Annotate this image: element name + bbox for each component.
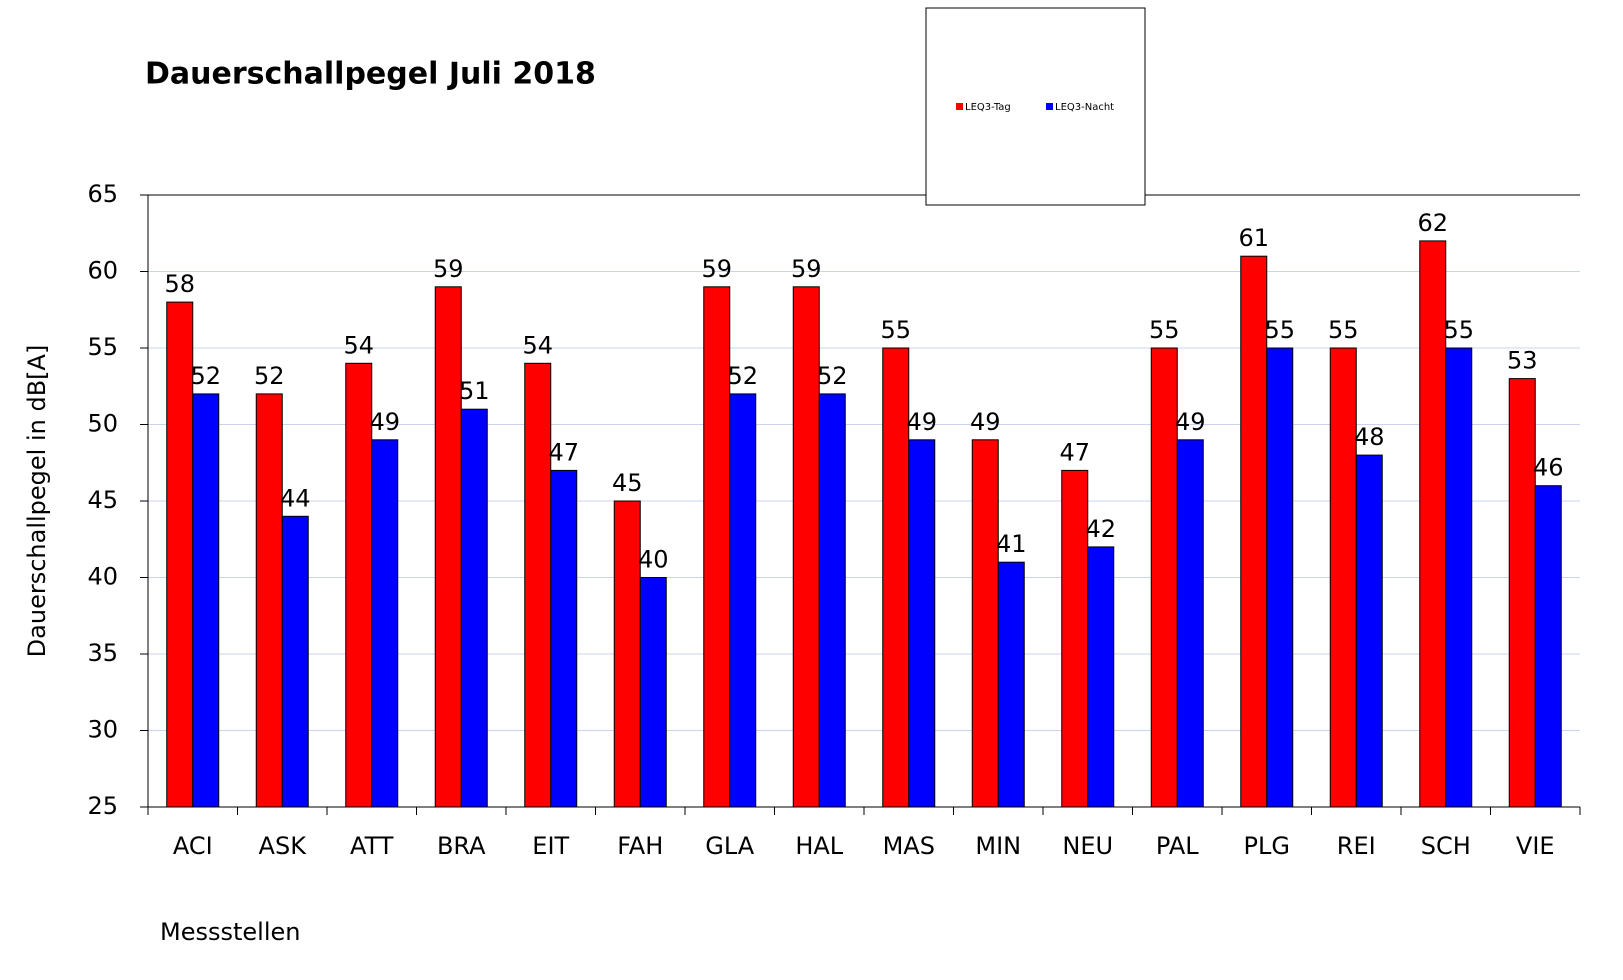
bar	[792, 286, 820, 808]
value-label: 52	[254, 362, 285, 390]
bar	[192, 393, 220, 808]
value-label: 42	[1085, 515, 1116, 543]
value-label: 52	[190, 362, 221, 390]
x-tick-label: BRA	[437, 832, 486, 860]
value-label: 53	[1507, 347, 1538, 375]
y-axis-label: Dauerschallpegel in dB[A]	[23, 345, 51, 658]
bar	[524, 362, 552, 808]
bar	[882, 347, 910, 808]
y-tick-label: 60	[87, 257, 118, 285]
bar	[703, 286, 731, 808]
bar	[1176, 439, 1204, 808]
x-tick-label: ATT	[350, 832, 394, 860]
value-label: 52	[817, 362, 848, 390]
bar	[1087, 546, 1115, 808]
legend-label: LEQ3-Tag	[965, 102, 1011, 113]
value-label: 46	[1533, 454, 1564, 482]
bar	[613, 500, 641, 808]
value-label: 55	[1264, 316, 1295, 344]
bar	[1329, 347, 1357, 808]
value-label: 44	[280, 484, 311, 512]
value-label: 55	[1328, 316, 1359, 344]
value-label: 49	[1175, 408, 1206, 436]
value-label: 49	[970, 408, 1001, 436]
value-label: 55	[1443, 316, 1474, 344]
x-tick-label: ASK	[259, 832, 308, 860]
value-label: 45	[612, 469, 643, 497]
y-tick-label: 25	[87, 792, 118, 820]
y-tick-label: 65	[87, 180, 118, 208]
bar	[434, 286, 462, 808]
y-tick-label: 45	[87, 486, 118, 514]
value-label: 54	[522, 331, 553, 359]
bar	[997, 561, 1025, 808]
bar	[729, 393, 757, 808]
y-tick-label: 40	[87, 563, 118, 591]
value-label: 55	[880, 316, 911, 344]
x-tick-label: FAH	[617, 832, 663, 860]
value-label: 47	[548, 438, 579, 466]
value-label: 59	[791, 255, 822, 283]
bar	[1266, 347, 1294, 808]
legend-swatch	[956, 103, 963, 110]
legend-label: LEQ3-Nacht	[1055, 102, 1114, 113]
bar	[1240, 255, 1268, 808]
x-tick-label: VIE	[1516, 832, 1555, 860]
x-tick-label: MAS	[883, 832, 935, 860]
y-tick-label: 55	[87, 333, 118, 361]
bar	[1355, 454, 1383, 808]
y-tick-label: 50	[87, 410, 118, 438]
bar	[550, 469, 578, 808]
bar	[1061, 469, 1089, 808]
bar	[1419, 240, 1447, 808]
chart-title: Dauerschallpegel Juli 2018	[145, 57, 596, 92]
bar	[908, 439, 936, 808]
x-tick-label: REI	[1337, 832, 1376, 860]
value-label: 59	[701, 255, 732, 283]
bar	[460, 408, 488, 808]
x-axis-label: Messstellen	[160, 918, 300, 946]
value-label: 61	[1238, 224, 1269, 252]
x-tick-label: ACI	[173, 832, 213, 860]
value-label: 40	[638, 546, 669, 574]
bar	[345, 362, 373, 808]
bar	[255, 393, 283, 808]
bar	[971, 439, 999, 808]
value-label: 49	[906, 408, 937, 436]
y-tick-label: 30	[87, 716, 118, 744]
value-label: 59	[433, 255, 464, 283]
x-tick-label: GLA	[705, 832, 755, 860]
bar	[818, 393, 846, 808]
value-label: 62	[1417, 209, 1448, 237]
bar	[371, 439, 399, 808]
y-tick-label: 35	[87, 639, 118, 667]
x-tick-label: PAL	[1156, 832, 1199, 860]
bar	[639, 577, 667, 808]
value-label: 58	[164, 270, 195, 298]
x-tick-label: NEU	[1062, 832, 1113, 860]
bar	[281, 515, 309, 808]
x-tick-label: PLG	[1244, 832, 1290, 860]
x-tick-label: MIN	[975, 832, 1021, 860]
bar	[166, 301, 194, 808]
legend-swatch	[1046, 103, 1053, 110]
legend: LEQ3-Tag LEQ3-Nacht	[925, 7, 1146, 206]
value-label: 41	[996, 530, 1027, 558]
bar	[1150, 347, 1178, 808]
x-tick-label: HAL	[795, 832, 843, 860]
bar	[1508, 378, 1536, 808]
value-label: 48	[1354, 423, 1385, 451]
value-label: 54	[343, 331, 374, 359]
bar	[1445, 347, 1473, 808]
x-tick-label: SCH	[1421, 832, 1471, 860]
x-tick-label: EIT	[532, 832, 569, 860]
value-label: 52	[727, 362, 758, 390]
value-label: 47	[1059, 438, 1090, 466]
bar	[1534, 485, 1562, 808]
value-label: 51	[459, 377, 490, 405]
value-label: 49	[369, 408, 400, 436]
value-label: 55	[1149, 316, 1180, 344]
